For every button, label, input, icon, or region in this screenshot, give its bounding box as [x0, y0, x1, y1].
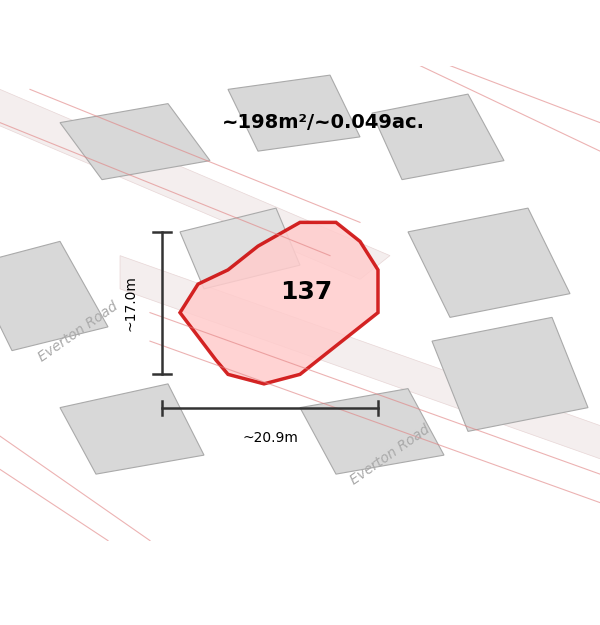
Polygon shape [120, 256, 600, 469]
Text: 137: 137 [280, 280, 332, 304]
Polygon shape [432, 318, 588, 431]
Text: ~198m²/~0.049ac.: ~198m²/~0.049ac. [222, 113, 425, 132]
Polygon shape [180, 222, 378, 384]
Polygon shape [60, 104, 210, 179]
Polygon shape [60, 384, 204, 474]
Polygon shape [372, 94, 504, 179]
Polygon shape [0, 241, 108, 351]
Polygon shape [0, 89, 390, 279]
Polygon shape [228, 75, 360, 151]
Polygon shape [408, 208, 570, 318]
Text: ~20.9m: ~20.9m [242, 431, 298, 446]
Text: ~17.0m: ~17.0m [124, 275, 138, 331]
Text: 137, EVERTON ROAD, HORDLE, LYMINGTON, SO41 0HA: 137, EVERTON ROAD, HORDLE, LYMINGTON, SO… [97, 12, 503, 25]
Polygon shape [300, 389, 444, 474]
Polygon shape [180, 208, 300, 289]
Text: Contains OS data © Crown copyright and database right 2021. This information is : Contains OS data © Crown copyright and d… [12, 545, 590, 589]
Text: Map shows position and indicative extent of the property.: Map shows position and indicative extent… [120, 41, 480, 54]
Text: Everton Road: Everton Road [347, 422, 433, 488]
Text: Everton Road: Everton Road [35, 299, 121, 364]
